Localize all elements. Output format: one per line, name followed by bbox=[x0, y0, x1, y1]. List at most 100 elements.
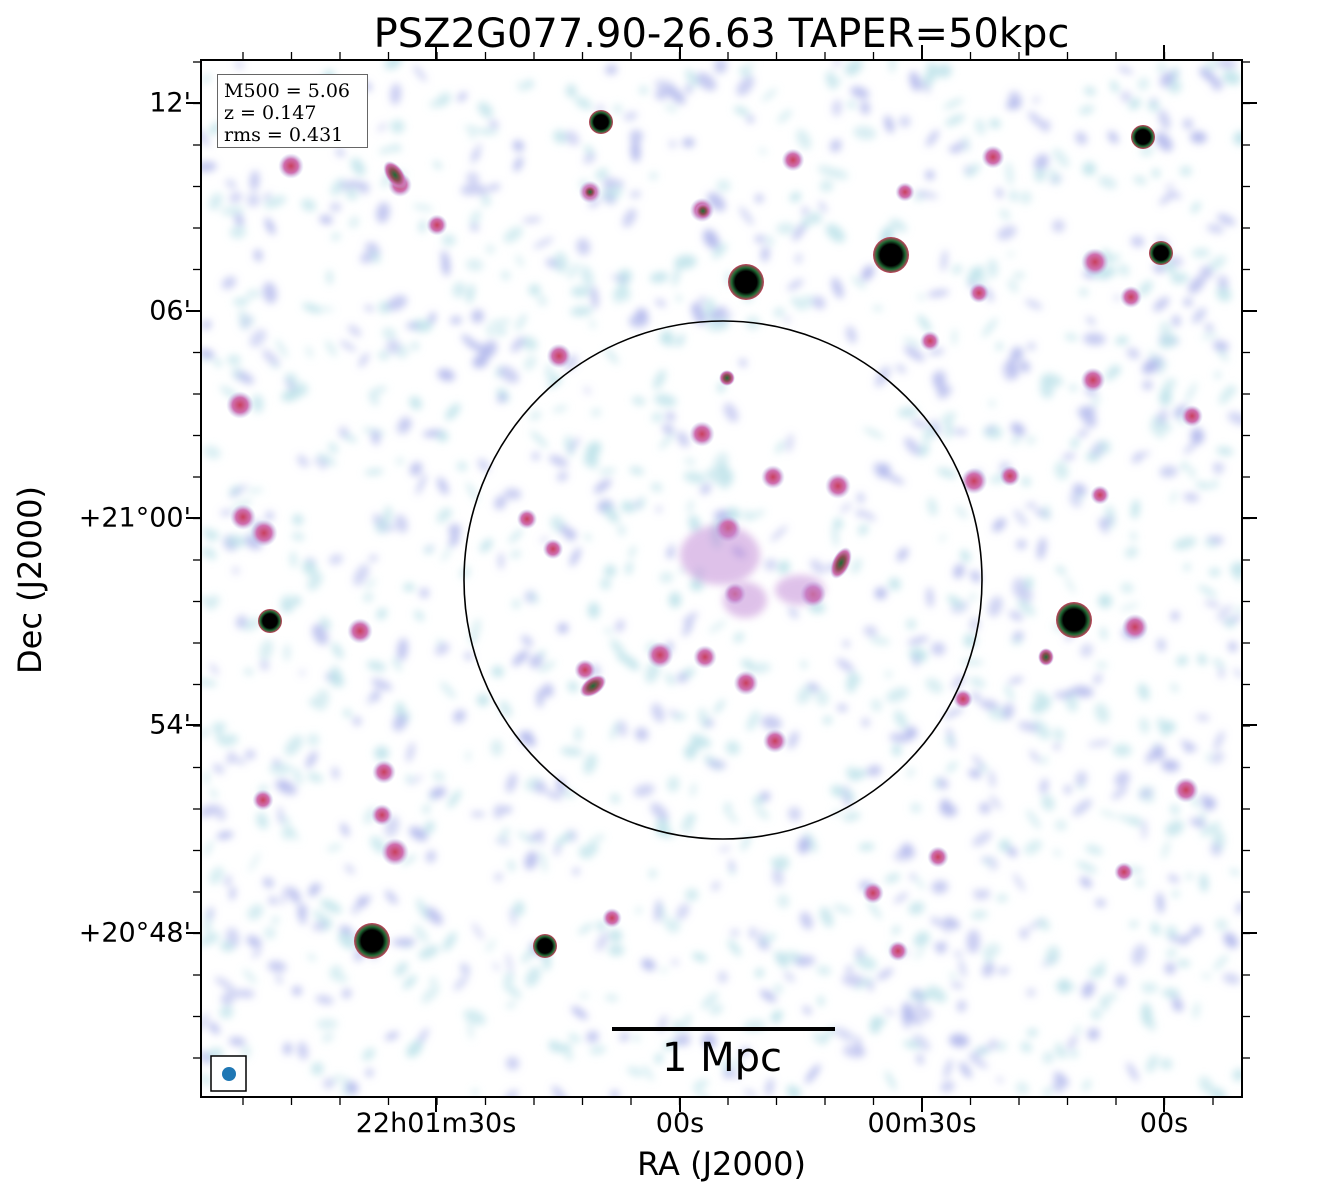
noise-blob bbox=[997, 1077, 1003, 1083]
noise-blob bbox=[1204, 538, 1218, 548]
noise-blob bbox=[684, 747, 696, 760]
extended-source bbox=[695, 203, 711, 219]
noise-blob bbox=[470, 143, 482, 165]
noise-blob bbox=[1006, 100, 1020, 110]
noise-blob bbox=[630, 190, 641, 199]
noise-blob bbox=[1216, 286, 1232, 302]
noise-blob bbox=[847, 100, 856, 109]
x-tick-label: 00m30s bbox=[867, 1108, 977, 1139]
noise-blob bbox=[460, 183, 484, 196]
noise-blob bbox=[1206, 752, 1211, 763]
noise-blob bbox=[1081, 981, 1095, 998]
noise-blob bbox=[498, 365, 520, 384]
noise-blob bbox=[1117, 66, 1133, 74]
noise-blob bbox=[1092, 395, 1100, 407]
noise-blob bbox=[521, 635, 533, 647]
noise-blob bbox=[1126, 347, 1140, 360]
noise-blob bbox=[825, 71, 837, 90]
noise-blob bbox=[1025, 502, 1037, 508]
noise-blob bbox=[1098, 176, 1117, 189]
noise-blob bbox=[447, 789, 462, 809]
noise-blob bbox=[952, 328, 957, 346]
noise-blob bbox=[1214, 535, 1224, 545]
noise-blob bbox=[926, 129, 939, 147]
noise-blob bbox=[596, 932, 609, 952]
noise-blob bbox=[209, 663, 219, 675]
noise-blob bbox=[272, 758, 281, 767]
noise-blob bbox=[710, 1004, 723, 1015]
noise-blob bbox=[413, 65, 427, 82]
noise-blob bbox=[513, 156, 523, 172]
noise-blob bbox=[1010, 346, 1024, 362]
noise-blob bbox=[568, 1033, 581, 1043]
noise-blob bbox=[470, 224, 479, 231]
noise-blob bbox=[707, 760, 727, 769]
noise-blob bbox=[745, 510, 766, 521]
noise-blob bbox=[1053, 743, 1061, 750]
noise-blob bbox=[450, 316, 462, 325]
noise-blob bbox=[1064, 575, 1076, 594]
noise-blob bbox=[435, 643, 450, 656]
noise-blob bbox=[603, 504, 620, 524]
noise-blob bbox=[1148, 350, 1165, 369]
noise-blob bbox=[1141, 819, 1147, 840]
noise-blob bbox=[249, 170, 260, 191]
noise-blob bbox=[450, 535, 460, 542]
noise-blob bbox=[390, 83, 402, 105]
noise-blob bbox=[508, 529, 523, 544]
noise-blob bbox=[1153, 296, 1170, 312]
noise-blob bbox=[852, 61, 863, 72]
noise-blob bbox=[1183, 492, 1200, 502]
noise-blob bbox=[533, 237, 554, 249]
noise-blob bbox=[956, 1000, 967, 1013]
noise-blob bbox=[275, 779, 297, 795]
noise-blob bbox=[617, 524, 626, 536]
noise-blob bbox=[1002, 703, 1015, 720]
emission-spot bbox=[895, 182, 915, 202]
noise-blob bbox=[329, 965, 343, 981]
noise-blob bbox=[364, 242, 378, 250]
noise-blob bbox=[1015, 677, 1022, 683]
noise-blob bbox=[229, 886, 236, 901]
noise-blob bbox=[502, 806, 513, 814]
noise-blob bbox=[1005, 161, 1014, 186]
noise-blob bbox=[413, 925, 429, 943]
diffuse-emission bbox=[723, 582, 767, 618]
emission-spot bbox=[1181, 405, 1203, 427]
noise-blob bbox=[596, 921, 607, 931]
noise-blob bbox=[226, 535, 247, 548]
noise-blob bbox=[736, 76, 755, 96]
noise-blob bbox=[360, 248, 381, 264]
noise-blob bbox=[624, 503, 636, 513]
noise-blob bbox=[346, 1081, 359, 1095]
noise-blob bbox=[825, 223, 846, 243]
noise-blob bbox=[1155, 132, 1173, 152]
noise-blob bbox=[551, 1085, 567, 1096]
noise-blob bbox=[220, 941, 234, 952]
noise-blob bbox=[477, 458, 490, 472]
noise-blob bbox=[387, 295, 408, 311]
noise-blob bbox=[465, 258, 484, 271]
noise-blob bbox=[208, 192, 223, 211]
noise-blob bbox=[409, 826, 428, 841]
noise-blob bbox=[440, 250, 448, 258]
noise-blob bbox=[1048, 168, 1060, 185]
noise-blob bbox=[1026, 342, 1036, 351]
noise-blob bbox=[425, 850, 436, 863]
noise-blob bbox=[725, 740, 740, 755]
noise-blob bbox=[329, 202, 342, 212]
noise-blob bbox=[846, 325, 857, 344]
noise-blob bbox=[1026, 988, 1036, 997]
emission-spot bbox=[347, 618, 373, 644]
noise-blob bbox=[708, 620, 727, 634]
noise-blob bbox=[1040, 756, 1049, 764]
noise-blob bbox=[523, 355, 537, 371]
noise-blob bbox=[470, 618, 482, 640]
noise-blob bbox=[989, 118, 1001, 129]
noise-blob bbox=[211, 722, 227, 732]
noise-blob bbox=[344, 864, 355, 875]
noise-blob bbox=[299, 669, 305, 676]
noise-blob bbox=[517, 81, 528, 92]
noise-blob bbox=[517, 831, 538, 844]
noise-blob bbox=[832, 524, 838, 547]
